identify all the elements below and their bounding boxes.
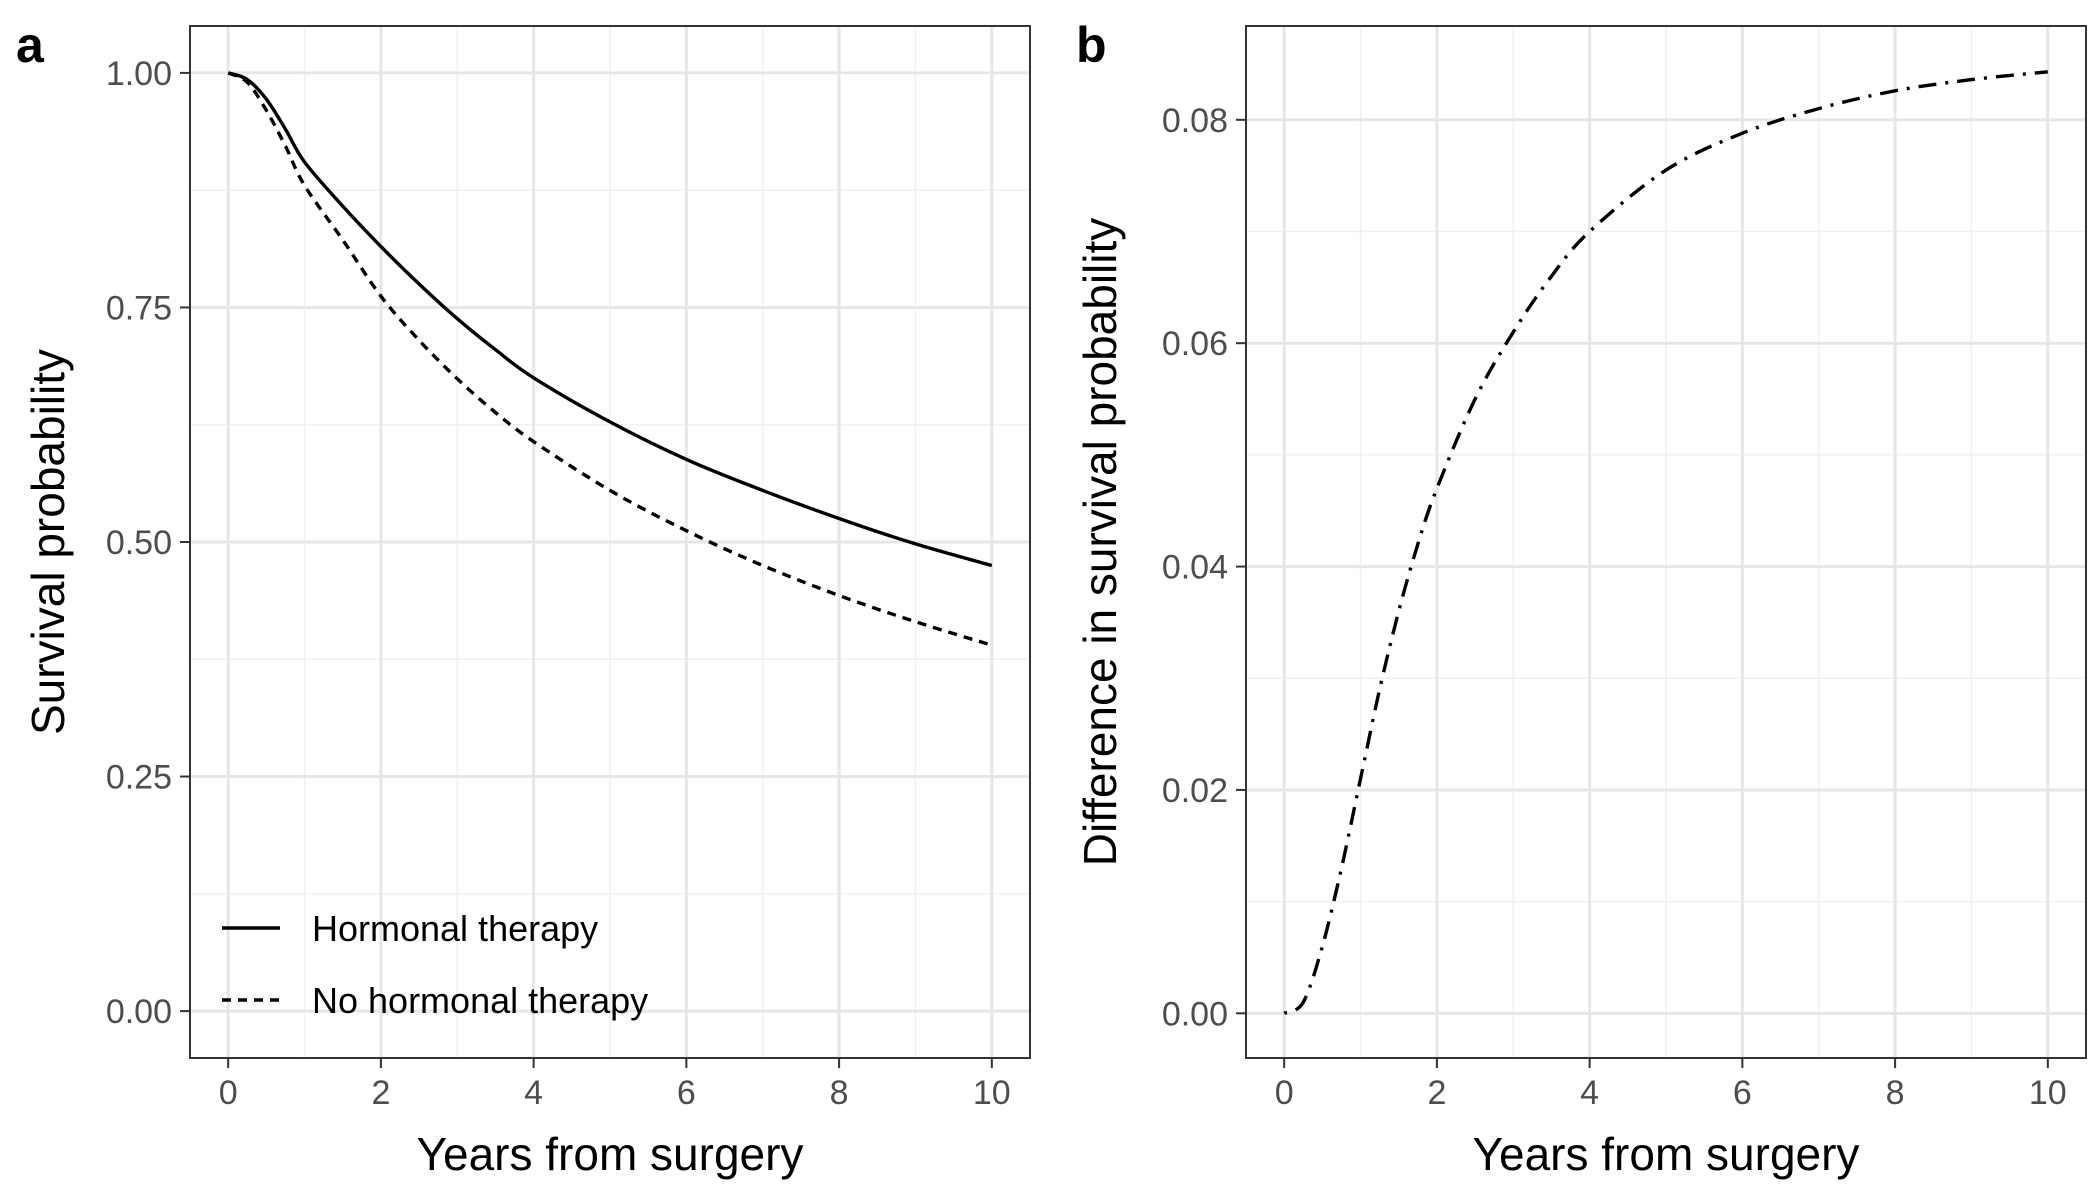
legend-label-no-hormonal-therapy: No hormonal therapy	[312, 980, 648, 1021]
x-tick-label: 4	[1580, 1074, 1599, 1112]
y-tick-label: 0.06	[1162, 325, 1228, 363]
panel-b-ticks: 0 2 4 6 8 10 0.00 0.02 0.04 0.06 0.08	[1162, 102, 2067, 1112]
x-tick-label: 2	[1427, 1074, 1446, 1112]
legend-label-hormonal-therapy: Hormonal therapy	[312, 908, 598, 949]
panel-b-tag: b	[1076, 17, 1107, 73]
panel-a-lines	[227, 71, 993, 647]
y-tick-label: 0.04	[1162, 549, 1228, 587]
panel-a-legend: Hormonal therapy No hormonal therapy	[222, 908, 648, 1021]
x-tick-label: 6	[1733, 1074, 1752, 1112]
y-tick-label: 0.25	[106, 759, 172, 797]
x-tick-label: 2	[371, 1074, 390, 1112]
x-tick-label: 0	[1275, 1074, 1294, 1112]
y-tick-label: 0.75	[106, 289, 172, 327]
panel-a: a 0 2 4 6 8 10 0.00 0.25 0.50 0.75 1.00 Years from…	[16, 17, 1031, 1180]
a-series-line-1	[227, 71, 993, 647]
x-tick-label: 0	[219, 1074, 238, 1112]
panel-a-grid	[190, 26, 1030, 1058]
y-tick-label: 0.00	[106, 993, 172, 1031]
panel-b-y-axis-title: Difference in survival probability	[1074, 218, 1126, 867]
panel-b-lines	[1283, 70, 2048, 1015]
y-tick-label: 0.02	[1162, 772, 1228, 810]
x-tick-label: 10	[973, 1074, 1011, 1112]
y-tick-label: 1.00	[106, 55, 172, 93]
panel-b-x-axis-title: Years from surgery	[1473, 1128, 1860, 1180]
panel-a-y-axis-title: Survival probability	[22, 349, 74, 735]
panel-a-ticks: 0 2 4 6 8 10 0.00 0.25 0.50 0.75 1.00	[106, 55, 1011, 1112]
panel-a-x-axis-title: Years from surgery	[417, 1128, 804, 1180]
a-series-line-0	[227, 71, 993, 568]
y-tick-label: 0.50	[106, 524, 172, 562]
x-tick-label: 8	[830, 1074, 849, 1112]
panel-b-border	[1245, 25, 2087, 1059]
b-series-line-0	[1283, 70, 2048, 1015]
y-tick-label: 0.00	[1162, 995, 1228, 1033]
x-tick-label: 6	[677, 1074, 696, 1112]
panel-a-tag: a	[16, 17, 45, 73]
x-tick-label: 10	[2029, 1074, 2067, 1112]
y-tick-label: 0.08	[1162, 102, 1228, 140]
x-tick-label: 4	[524, 1074, 543, 1112]
panel-b: b 0 2 4 6 8 10 0.00 0.02 0.04 0.06 0.08 Years from…	[1074, 17, 2087, 1180]
x-tick-label: 8	[1886, 1074, 1905, 1112]
panel-b-grid	[1246, 26, 2086, 1058]
